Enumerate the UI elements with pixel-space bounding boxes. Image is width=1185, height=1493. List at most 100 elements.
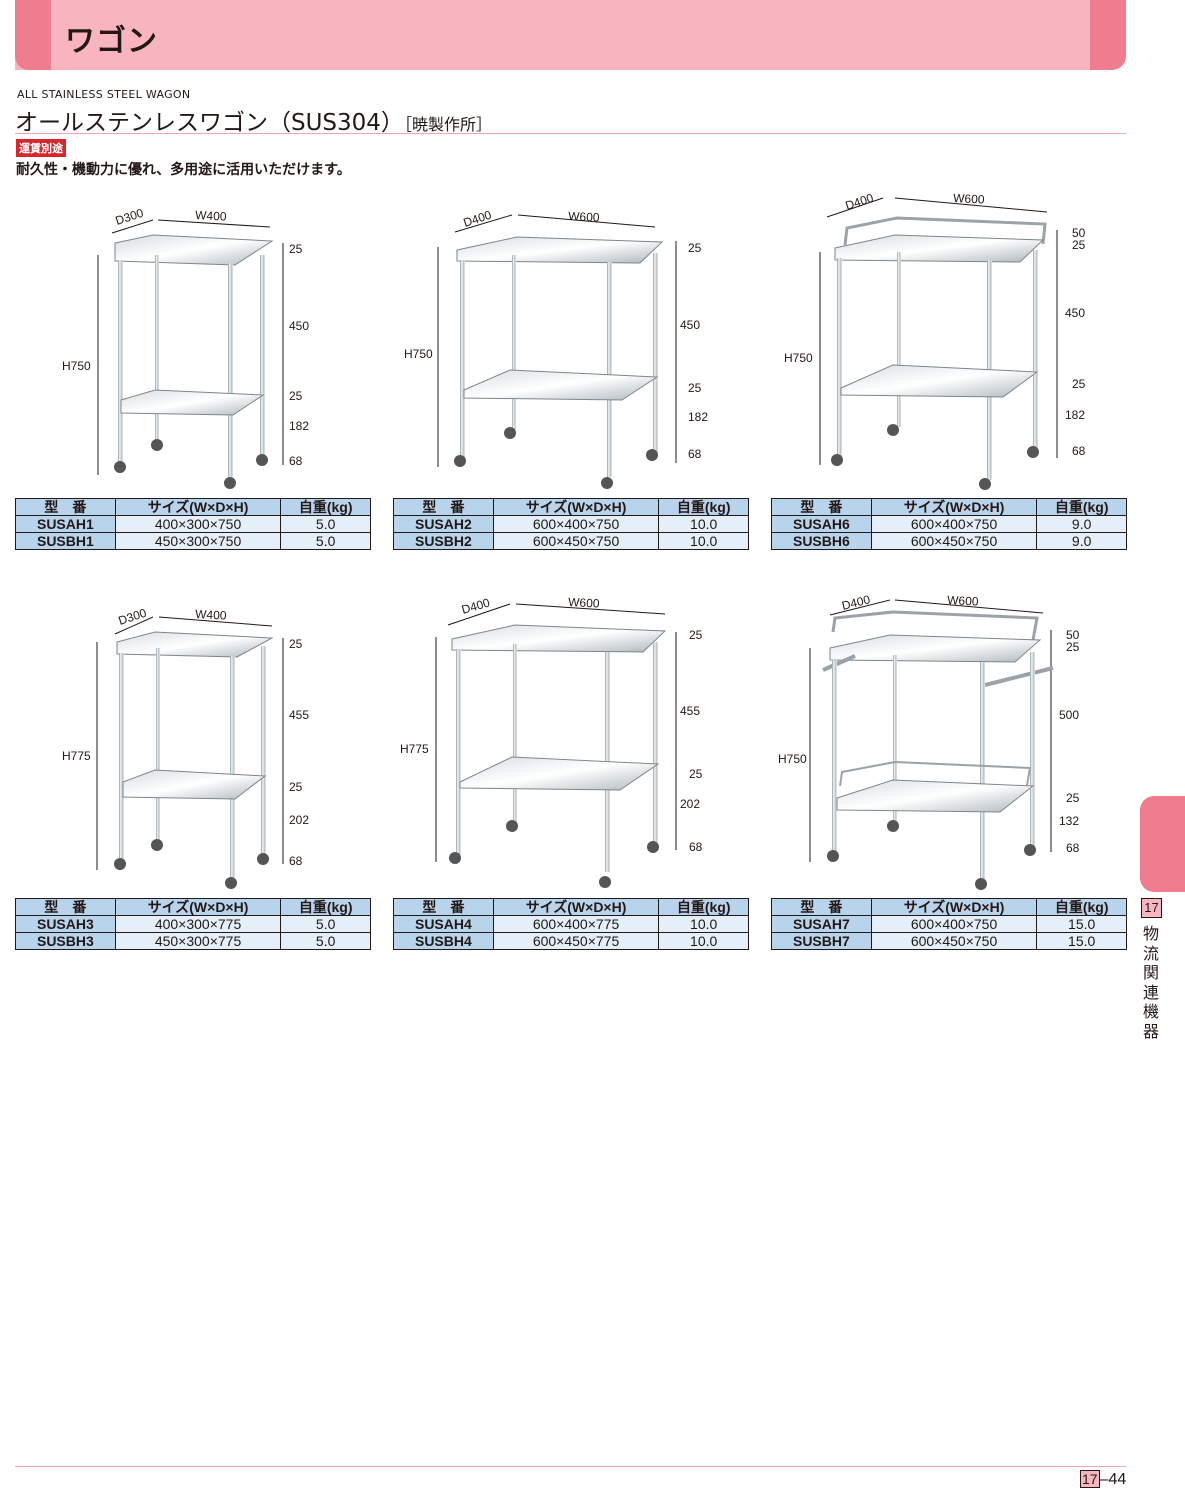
dim-depth: D400 [460,595,492,616]
dim-width: W400 [195,607,227,623]
model-cell: SUSAH6 [771,515,872,533]
weight-cell: 15.0 [1036,932,1127,950]
footer-page: –44 [1099,1471,1127,1488]
header-model: 型 番 [393,898,494,916]
header-weight: 自重(kg) [1036,498,1127,516]
header-weight: 自重(kg) [658,898,749,916]
size-cell: 600×450×775 [492,932,660,950]
dim-part-5: 68 [289,454,303,468]
dim-part-4: 182 [688,410,708,424]
table-row: SUSAH7 600×400×750 15.0 [771,915,1127,933]
header-model: 型 番 [15,898,116,916]
dim-part-3: 25 [689,767,703,781]
model-cell: SUSBH6 [771,532,872,550]
dim-part-2: 25 [1066,640,1080,654]
side-chapter-label: 物流関連機器 [1142,924,1159,1041]
dim-part-3: 450 [1065,306,1085,320]
table-row: SUSAH4 600×400×775 10.0 [393,915,749,933]
dim-depth: D300 [114,206,146,228]
spec-table-5: 型 番サイズ(W×D×H) 自重(kg) SUSAH4 600×400×775 10.… [393,898,749,950]
weight-cell: 5.0 [280,932,371,950]
table-row: SUSBH6 600×450×750 9.0 [771,532,1127,550]
header-model: 型 番 [771,898,872,916]
weight-cell: 10.0 [658,532,749,550]
dim-part-1: 25 [689,628,703,642]
weight-cell: 10.0 [658,932,749,950]
header-model: 型 番 [15,498,116,516]
dim-part-2: 455 [289,708,309,722]
header-weight: 自重(kg) [280,898,371,916]
model-cell: SUSBH4 [393,932,494,950]
weight-cell: 9.0 [1036,515,1127,533]
dim-width: W400 [195,208,227,224]
spec-table-2: 型 番サイズ(W×D×H) 自重(kg) SUSAH2 600×400×750 10.… [393,498,749,550]
dim-part-4: 182 [289,419,309,433]
dim-height: H775 [62,749,91,763]
wagon-figure-2: D400 W600 H750 25 450 25 182 68 [400,205,740,495]
dim-part-5: 68 [688,447,702,461]
size-cell: 450×300×750 [114,532,282,550]
banner-accent-left [15,0,51,70]
header-size: サイズ(W×D×H) [492,498,660,516]
table-row: SUSAH6 600×400×750 9.0 [771,515,1127,533]
dim-part-3: 25 [289,389,303,403]
product-title: オールステンレスワゴン（SUS304）［暁製作所］ [15,103,492,137]
dim-part-4: 202 [680,797,700,811]
model-cell: SUSAH1 [15,515,116,533]
chapter-side-tab [1140,796,1185,892]
header-weight: 自重(kg) [280,498,371,516]
table-row: SUSBH3 450×300×775 5.0 [15,932,371,950]
wagon-figure-3: D400 W600 H750 50 25 450 25 182 68 [775,190,1115,495]
header-model: 型 番 [393,498,494,516]
dim-part-3: 500 [1059,708,1079,722]
dim-width: W600 [953,191,985,207]
spec-table-3: 型 番サイズ(W×D×H) 自重(kg) SUSAH6 600×400×750 9.0… [771,498,1127,550]
table-row: SUSAH3 400×300×775 5.0 [15,915,371,933]
dim-depth: D400 [844,191,876,213]
weight-cell: 5.0 [280,515,371,533]
table-row: SUSBH1 450×300×750 5.0 [15,532,371,550]
size-cell: 450×300×775 [114,932,282,950]
header-banner: ワゴン [15,0,1126,70]
dim-height: H750 [62,359,91,373]
size-cell: 600×400×750 [492,515,660,533]
model-cell: SUSBH3 [15,932,116,950]
header-size: サイズ(W×D×H) [870,498,1038,516]
size-cell: 600×450×750 [870,532,1038,550]
weight-cell: 5.0 [280,532,371,550]
model-cell: SUSBH7 [771,932,872,950]
footer-divider [15,1466,1126,1467]
dim-depth: D300 [117,606,149,628]
dim-part-4: 202 [289,813,309,827]
dim-part-1: 25 [289,637,303,651]
size-cell: 600×400×750 [870,515,1038,533]
dim-part-5: 68 [689,840,703,854]
header-size: サイズ(W×D×H) [114,898,282,916]
weight-cell: 9.0 [1036,532,1127,550]
dim-part-5: 68 [289,854,303,868]
dim-height: H750 [404,347,433,361]
dim-width: W600 [947,593,979,609]
dim-part-1: 50 [1072,226,1086,240]
dim-part-4: 25 [1066,791,1080,805]
wagon-figure-4: D300 W400 H775 25 455 25 202 68 [55,602,325,894]
model-cell: SUSAH4 [393,915,494,933]
page-number: 17 –44 [1080,1470,1126,1489]
spec-table-4: 型 番サイズ(W×D×H) 自重(kg) SUSAH3 400×300×775 5.0… [15,898,371,950]
model-cell: SUSAH7 [771,915,872,933]
dim-width: W600 [568,209,600,225]
dim-part-1: 50 [1066,628,1080,642]
table-row: SUSBH7 600×450×750 15.0 [771,932,1127,950]
dim-part-6: 68 [1066,841,1080,855]
spec-table-1: 型 番サイズ(W×D×H) 自重(kg) SUSAH1 400×300×750 5.0… [15,498,371,550]
side-chapter-number: 17 [1141,898,1162,918]
dim-part-1: 25 [289,242,303,256]
dim-part-2: 450 [289,319,309,333]
dim-part-2: 455 [680,704,700,718]
wagon-figure-1: D300 W400 H750 25 450 25 182 68 [55,205,325,495]
page-title: ワゴン [65,24,158,59]
size-cell: 600×450×750 [870,932,1038,950]
dim-part-5: 182 [1065,408,1085,422]
header-size: サイズ(W×D×H) [870,898,1038,916]
size-cell: 400×300×775 [114,915,282,933]
